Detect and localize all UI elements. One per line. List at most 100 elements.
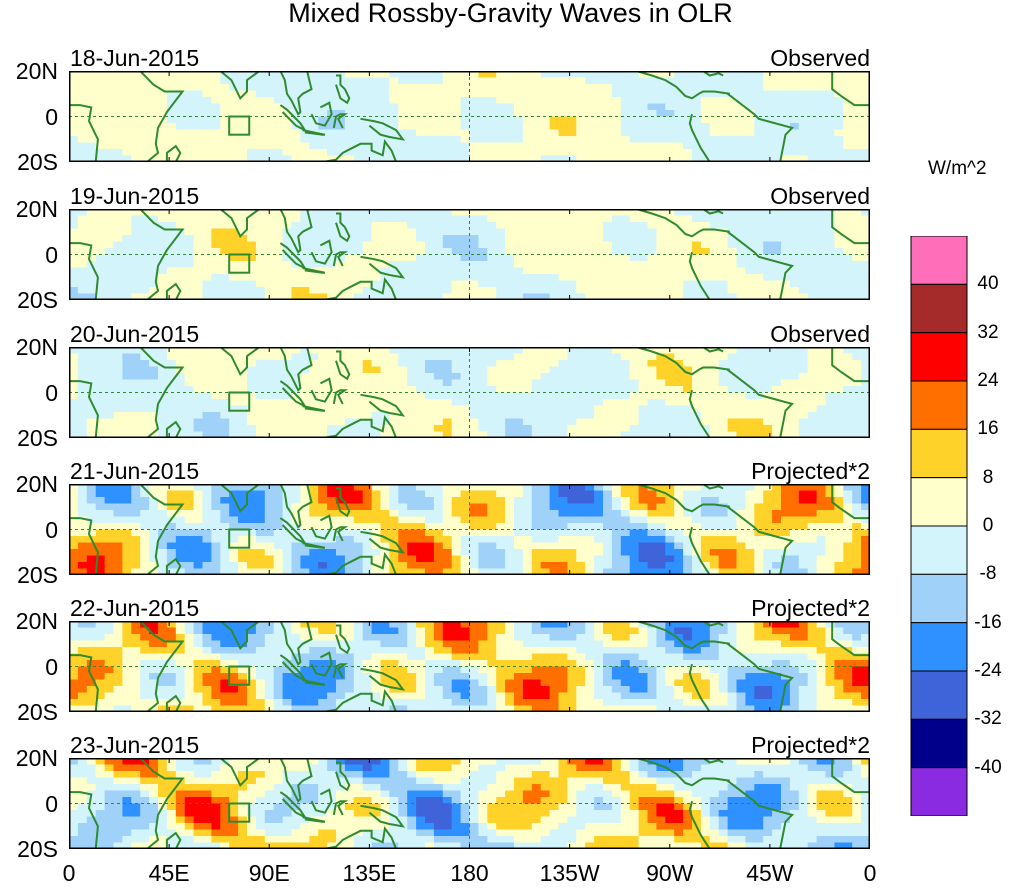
heat-cell bbox=[469, 103, 479, 111]
heat-cell bbox=[487, 555, 497, 563]
heat-cell bbox=[104, 549, 115, 557]
heat-cell bbox=[69, 503, 79, 511]
heat-cell bbox=[175, 497, 186, 505]
heat-cell bbox=[229, 274, 239, 282]
heat-cell bbox=[469, 529, 479, 537]
heat-cell bbox=[247, 241, 257, 249]
heat-cell bbox=[309, 418, 319, 426]
heat-cell bbox=[522, 386, 533, 394]
heat-cell bbox=[620, 235, 631, 243]
heat-cell bbox=[540, 503, 551, 511]
heat-cell bbox=[514, 116, 524, 124]
heat-cell bbox=[460, 510, 471, 518]
heat-cell bbox=[158, 412, 168, 420]
heat-cell bbox=[700, 497, 711, 505]
heat-cell bbox=[318, 248, 328, 256]
heat-cell bbox=[754, 129, 764, 137]
heat-cell bbox=[327, 280, 337, 288]
heat-cell bbox=[594, 484, 604, 492]
heat-cell bbox=[549, 77, 560, 85]
heat-cell bbox=[220, 97, 230, 105]
heat-cell bbox=[505, 209, 515, 217]
heat-cell bbox=[754, 431, 764, 438]
heat-cell bbox=[300, 431, 310, 438]
heat-cell bbox=[807, 142, 818, 150]
heat-cell bbox=[585, 287, 595, 295]
heat-cell bbox=[496, 90, 506, 98]
heat-cell bbox=[683, 274, 693, 282]
heat-cell bbox=[665, 274, 675, 282]
heat-cell bbox=[843, 103, 853, 111]
heat-cell bbox=[478, 386, 488, 394]
heat-cell bbox=[603, 516, 613, 524]
heat-cell bbox=[140, 529, 150, 537]
heat-cell bbox=[104, 129, 115, 137]
heat-cell bbox=[282, 386, 293, 394]
heat-cell bbox=[184, 116, 195, 124]
heat-cell bbox=[487, 84, 497, 92]
heat-cell bbox=[638, 235, 649, 243]
heat-cell bbox=[611, 360, 622, 368]
heat-cell bbox=[789, 129, 800, 137]
heat-cell bbox=[247, 490, 257, 498]
heat-cell bbox=[86, 149, 97, 157]
heat-cell bbox=[834, 84, 844, 92]
heat-cell bbox=[647, 373, 657, 381]
heat-cell bbox=[816, 529, 827, 537]
heat-cell bbox=[505, 228, 515, 236]
heat-cell bbox=[638, 536, 649, 544]
heat-cell bbox=[309, 425, 319, 433]
heat-cell bbox=[95, 287, 106, 295]
heat-cell bbox=[638, 129, 649, 137]
heat-cell bbox=[469, 536, 479, 544]
heat-cell bbox=[353, 293, 364, 300]
heat-cell bbox=[772, 549, 782, 557]
heat-cell bbox=[754, 103, 764, 111]
heat-cell bbox=[469, 405, 479, 413]
heat-cell bbox=[789, 529, 800, 537]
heat-cell bbox=[487, 287, 497, 295]
heat-cell bbox=[861, 360, 870, 368]
heat-cell bbox=[531, 523, 542, 531]
heat-cell bbox=[505, 123, 515, 131]
heat-cell bbox=[781, 293, 791, 300]
heat-cell bbox=[344, 529, 355, 537]
heat-cell bbox=[816, 536, 827, 544]
heat-cell bbox=[149, 84, 159, 92]
heat-cell bbox=[407, 254, 417, 262]
heat-cell bbox=[220, 418, 230, 426]
heat-cell bbox=[611, 399, 622, 407]
heat-cell bbox=[763, 235, 773, 243]
heat-cell bbox=[754, 248, 764, 256]
heat-cell bbox=[202, 549, 212, 557]
coastline bbox=[726, 369, 794, 438]
heat-cell bbox=[193, 71, 204, 79]
heat-cell bbox=[229, 155, 239, 162]
heat-cell bbox=[282, 261, 293, 269]
heat-cell bbox=[77, 536, 88, 544]
heat-cell bbox=[264, 536, 275, 544]
heat-cell bbox=[442, 484, 453, 492]
heat-cell bbox=[754, 84, 764, 92]
heat-cell bbox=[389, 116, 399, 124]
heat-cell bbox=[549, 123, 560, 131]
heat-cell bbox=[505, 347, 515, 355]
heat-cell bbox=[104, 235, 115, 243]
heat-cell bbox=[496, 254, 506, 262]
heat-cell bbox=[478, 235, 488, 243]
heat-cell bbox=[478, 142, 488, 150]
heat-cell bbox=[674, 542, 684, 550]
heat-cell bbox=[184, 392, 195, 400]
heat-cell bbox=[86, 293, 97, 300]
heat-cell bbox=[638, 529, 649, 537]
heat-cell bbox=[469, 215, 479, 223]
heat-cell bbox=[193, 542, 204, 550]
heat-cell bbox=[398, 431, 408, 438]
heat-cell bbox=[469, 136, 479, 144]
heat-cell bbox=[158, 261, 168, 269]
heat-cell bbox=[727, 379, 738, 387]
heat-cell bbox=[603, 405, 613, 413]
heat-cell bbox=[745, 84, 755, 92]
coastline bbox=[165, 282, 182, 300]
heat-cell bbox=[353, 77, 364, 85]
